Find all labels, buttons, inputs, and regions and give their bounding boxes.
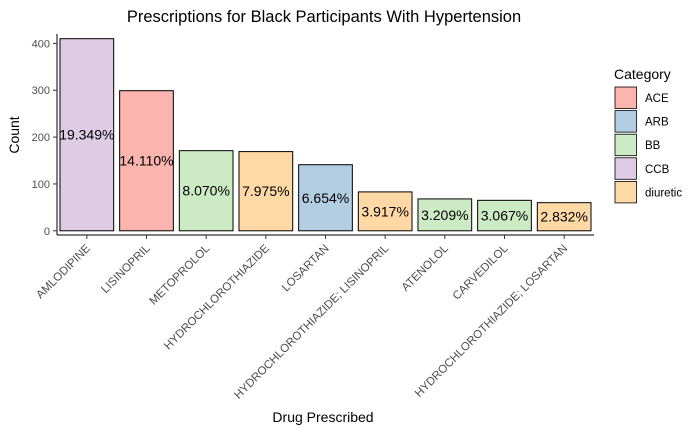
bar-value-label: 2.832%	[540, 209, 587, 225]
y-axis-title: Count	[6, 116, 22, 153]
y-tick-label: 0	[44, 226, 50, 238]
x-axis-title: Drug Prescribed	[272, 409, 373, 425]
bar-value-label: 3.067%	[481, 208, 528, 224]
legend-key-arb	[614, 110, 637, 133]
bar-value-label: 3.917%	[361, 203, 408, 219]
legend-label-bb: BB	[645, 140, 661, 152]
bar-value-label: 19.349%	[59, 127, 114, 143]
x-tick-label: LOSARTAN	[280, 243, 332, 295]
bar-metoprolol	[178, 150, 234, 232]
y-tick-label: 300	[32, 85, 50, 97]
bar-hydrochlorothiazide-losartan	[536, 202, 592, 232]
legend-key-diuretic	[614, 180, 637, 204]
bar-hydrochlorothiazide	[238, 151, 294, 232]
y-tick-label: 200	[32, 132, 50, 144]
bar-value-label: 14.110%	[119, 153, 173, 169]
x-tick-label: METOPROLOL	[147, 242, 212, 307]
x-tick-label: HYDROCHLOROTHIAZIDE	[162, 242, 272, 352]
x-axis-ticks: AMLODIPINE LISINOPRILMETOPROLOLHYDROCHLOR…	[34, 235, 570, 402]
y-tick-label: 100	[32, 179, 50, 191]
plot-area: 19.349% 14.110% 8.070% 7.975% 6.654% 3.917% 3.…	[59, 38, 592, 232]
bar-carvedilol	[477, 199, 532, 232]
y-tick-label: 400	[32, 38, 50, 50]
bar-value-label: 7.975%	[242, 183, 289, 199]
bar-losartan	[298, 164, 353, 232]
legend-key-ace	[614, 86, 637, 109]
bar-amlodipine	[59, 38, 115, 232]
x-tick-label: AMLODIPINE	[34, 242, 93, 301]
legend-label-ccb: CCB	[645, 164, 670, 176]
legend-label-diuretic: diuretic	[645, 187, 682, 199]
bar-value-label: 3.209%	[421, 207, 468, 223]
legend-key-bb	[614, 133, 637, 157]
bar-hydrochlorothiazide-lisinopril	[357, 191, 413, 232]
y-axis-ticks: 0 100 200 300 400	[32, 38, 57, 238]
legend-key-ccb	[614, 157, 637, 180]
bar-value-label: 8.070%	[182, 183, 229, 199]
bar-lisinopril	[119, 90, 174, 232]
bar-value-label: 6.654%	[302, 190, 349, 206]
legend: Category ACE ARB BB CCB diuretic	[614, 66, 682, 204]
legend-label-arb: ARB	[645, 117, 669, 129]
bar-atenolol	[417, 198, 473, 232]
x-tick-label: LISINOPRIL	[99, 242, 153, 296]
chart-title: Prescriptions for Black Participants Wit…	[127, 8, 521, 26]
legend-label-ace: ACE	[645, 93, 669, 105]
x-tick-label: ATENOLOL	[400, 242, 452, 294]
legend-title: Category	[614, 66, 671, 82]
x-tick-label: CARVEDILOL	[451, 242, 511, 302]
